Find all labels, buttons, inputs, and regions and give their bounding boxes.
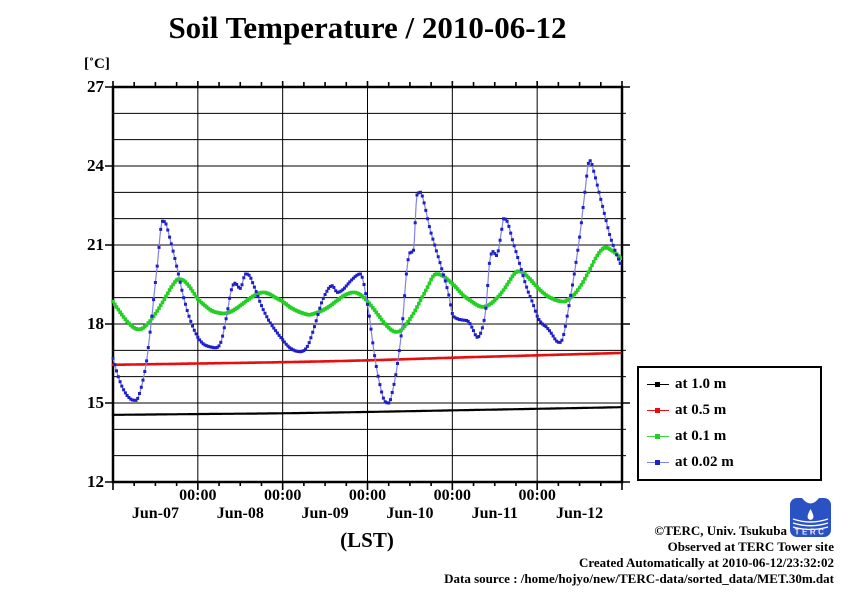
x-day-label-Jun-09: Jun-09 [301,505,349,522]
legend-label: at 0.1 m [675,427,727,444]
y-tick-label-15: 15 [87,393,104,412]
y-axis-unit-label: [˚C] [84,56,110,72]
y-tick-label-27: 27 [87,77,104,96]
terc-logo-icon: TERC [790,498,831,537]
page-title: Soil Temperature / 2010-06-12 [168,10,567,45]
y-tick-label-21: 21 [87,235,104,254]
x-axis-label: (LST) [340,528,394,552]
legend-label: at 0.5 m [675,402,727,419]
legend-item-0.02m: at 0.02 m [647,454,820,471]
legend-marker-green [647,432,669,441]
site-text: Observed at TERC Tower site [667,539,834,554]
created-text: Created Automatically at 2010-06-12/23:3… [578,555,834,570]
x-time-label-5: 00:00 [518,487,556,504]
legend-marker-blue [647,458,669,467]
x-day-label-Jun-12: Jun-12 [556,505,604,522]
x-day-label-Jun-07: Jun-07 [131,505,179,522]
x-day-label-Jun-11: Jun-11 [471,505,518,522]
y-tick-label-24: 24 [87,156,104,175]
x-time-label-4: 00:00 [433,487,471,504]
x-time-label-1: 00:00 [179,487,217,504]
legend-item-0.1m: at 0.1 m [647,428,820,445]
y-tick-label-18: 18 [87,314,104,333]
legend-item-0.5m: at 0.5 m [647,402,820,419]
x-day-label-Jun-10: Jun-10 [386,505,434,522]
data-source-text: Data source : /home/hojyo/new/TERC-data/… [444,571,834,586]
legend-box: at 1.0 m at 0.5 m at 0.1 m at 0.02 m [637,366,822,481]
legend-label: at 1.0 m [675,376,727,393]
x-day-label-Jun-08: Jun-08 [216,505,264,522]
legend-item-1.0m: at 1.0 m [647,376,820,393]
x-time-label-2: 00:00 [263,487,302,504]
x-time-label-3: 00:00 [348,487,387,504]
terc-logo-text: TERC [795,528,827,537]
copyright-text: ©TERC, Univ. Tsukuba [654,523,787,538]
y-tick-label-12: 12 [87,472,104,491]
legend-label: at 0.02 m [675,453,734,470]
legend-marker-black [647,380,669,389]
legend-marker-red [647,406,669,415]
